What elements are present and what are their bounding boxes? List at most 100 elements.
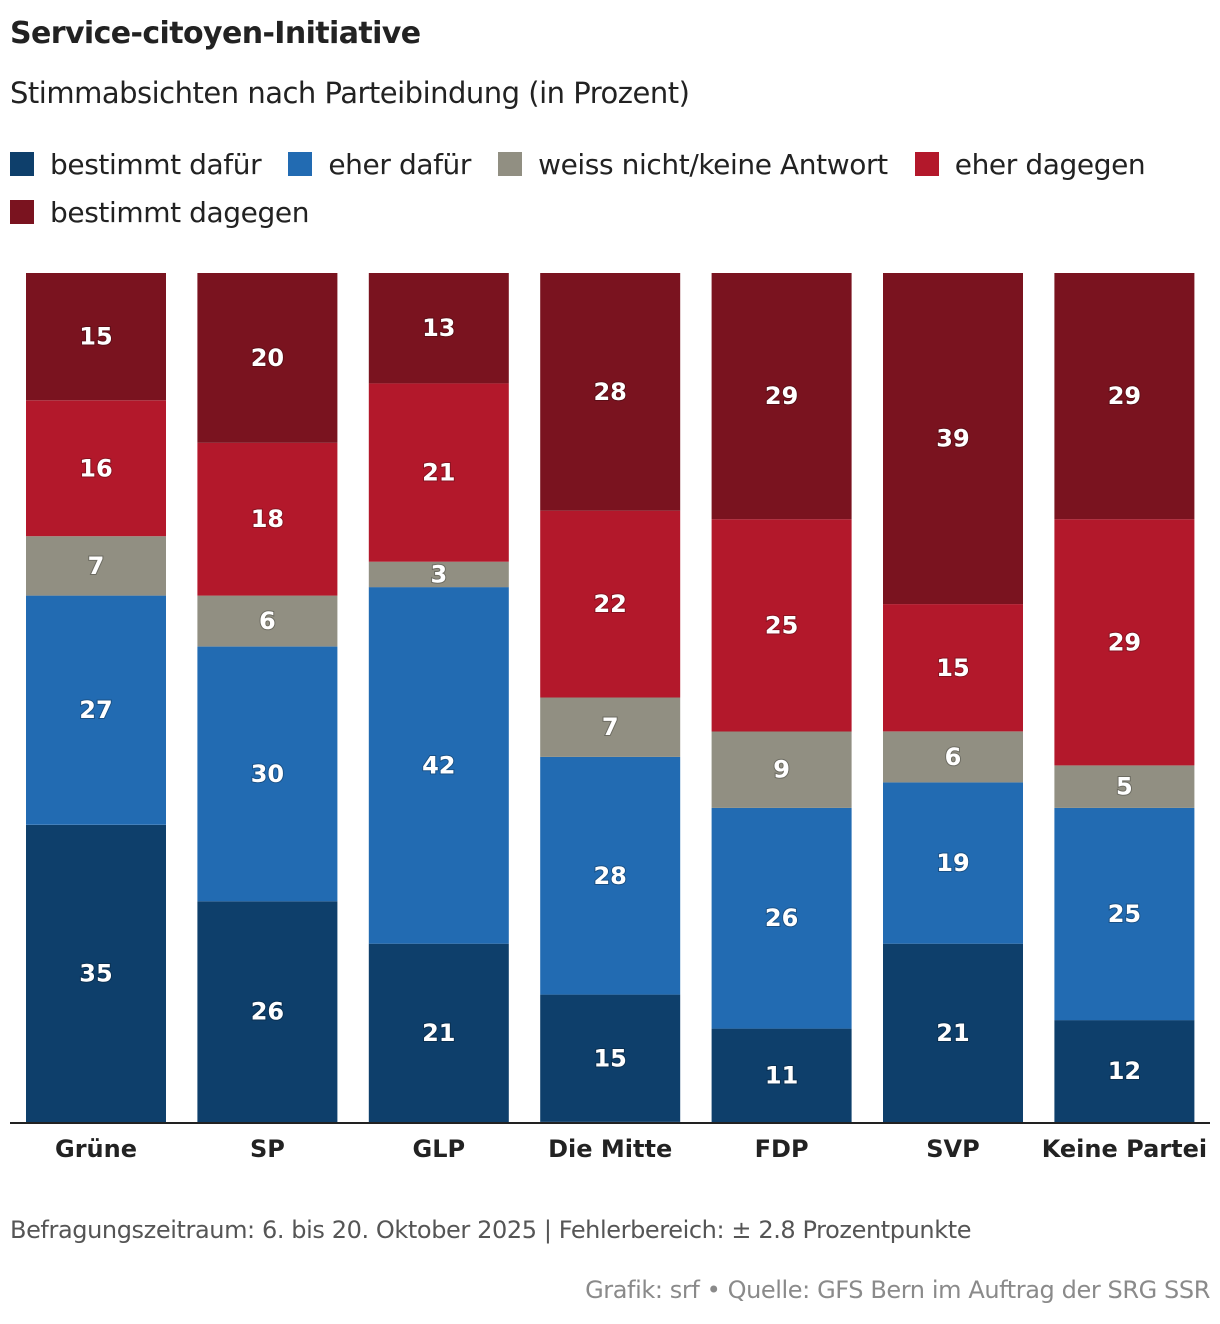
legend-item-eher-dagegen: eher dagegen — [914, 140, 1146, 188]
value-label-die-mitte-weiss-nicht-keine-antwort: 7 — [602, 713, 619, 741]
value-label-sp-bestimmt-daf-r: 26 — [251, 998, 284, 1026]
bar-segment-sp-eher-daf-r — [197, 646, 338, 902]
legend-swatch — [10, 200, 34, 224]
legend: bestimmt dafür eher dafür weiss nicht/ke… — [10, 140, 1210, 236]
legend-label: bestimmt dafür — [50, 147, 262, 181]
bar-segment-die-mitte-bestimmt-dagegen — [540, 273, 681, 511]
value-label-fdp-eher-dagegen: 25 — [765, 611, 798, 639]
value-label-glp-bestimmt-dagegen: 13 — [422, 314, 455, 342]
value-label-die-mitte-eher-daf-r: 28 — [593, 862, 626, 890]
bar-segment-gr-ne-eher-daf-r — [26, 595, 166, 825]
bar-segment-fdp-eher-daf-r — [711, 807, 852, 1029]
legend-label: eher dafür — [328, 147, 471, 181]
bar-segment-gr-ne-bestimmt-dagegen — [26, 273, 166, 401]
bar-segment-keine-partei-eher-dagegen — [1054, 519, 1195, 766]
value-label-fdp-eher-daf-r: 26 — [765, 904, 798, 932]
value-label-gr-ne-weiss-nicht-keine-antwort: 7 — [88, 552, 105, 580]
value-label-sp-eher-daf-r: 30 — [251, 760, 284, 788]
category-label-die-mitte: Die Mitte — [548, 1135, 672, 1163]
survey-note: Befragungszeitraum: 6. bis 20. Oktober 2… — [10, 1216, 972, 1244]
value-label-glp-eher-dagegen: 21 — [422, 459, 455, 487]
value-label-gr-ne-eher-daf-r: 27 — [79, 696, 112, 724]
bar-segment-fdp-eher-dagegen — [711, 519, 852, 732]
bar-segment-svp-eher-dagegen — [883, 604, 1023, 732]
value-label-sp-bestimmt-dagegen: 20 — [251, 344, 284, 372]
value-label-gr-ne-eher-dagegen: 16 — [79, 454, 112, 482]
bar-segment-glp-bestimmt-daf-r — [368, 943, 509, 1122]
bar-segment-sp-bestimmt-dagegen — [197, 273, 338, 443]
stacked-bar-chart: 35 27 7 16 15 26 30 6 18 20 21 42 3 21 13 15 28 7 22 28 11 26… — [10, 273, 1210, 1163]
category-label-keine-partei: Keine Partei — [1042, 1135, 1207, 1163]
value-label-die-mitte-bestimmt-dagegen: 28 — [593, 378, 626, 406]
value-label-glp-bestimmt-daf-r: 21 — [422, 1019, 455, 1047]
bar-segment-sp-eher-dagegen — [197, 442, 338, 596]
category-label-glp: GLP — [413, 1135, 466, 1163]
bar-segment-sp-weiss-nicht-keine-antwort — [197, 595, 338, 647]
legend-swatch — [914, 152, 939, 176]
legend-swatch — [498, 152, 523, 176]
bar-segment-svp-bestimmt-daf-r — [883, 943, 1023, 1122]
bar-segment-fdp-bestimmt-daf-r — [711, 1028, 852, 1122]
bar-segment-keine-partei-bestimmt-dagegen — [1054, 273, 1195, 520]
legend-item-eher-dafuer: eher dafür — [288, 140, 471, 188]
category-label-gr-ne: Grüne — [55, 1135, 137, 1163]
value-label-sp-eher-dagegen: 18 — [251, 505, 284, 533]
bar-segment-glp-eher-dagegen — [368, 383, 509, 562]
category-label-svp: SVP — [926, 1135, 979, 1163]
value-label-keine-partei-bestimmt-daf-r: 12 — [1108, 1057, 1141, 1085]
value-label-gr-ne-bestimmt-dagegen: 15 — [79, 323, 112, 351]
bar-segment-glp-eher-daf-r — [368, 587, 509, 944]
bar-segment-die-mitte-eher-dagegen — [540, 510, 681, 698]
value-label-gr-ne-bestimmt-daf-r: 35 — [79, 959, 112, 987]
legend-label: eher dagegen — [954, 147, 1146, 181]
value-label-svp-bestimmt-daf-r: 21 — [936, 1019, 969, 1047]
value-label-glp-eher-daf-r: 42 — [422, 751, 455, 779]
category-label-sp: SP — [250, 1135, 285, 1163]
legend-swatch — [10, 152, 34, 176]
value-label-fdp-weiss-nicht-keine-antwort: 9 — [773, 756, 790, 784]
bar-segment-keine-partei-weiss-nicht-keine-antwort — [1054, 765, 1195, 808]
value-label-sp-weiss-nicht-keine-antwort: 6 — [259, 607, 276, 635]
bar-segment-keine-partei-eher-daf-r — [1054, 807, 1195, 1021]
value-labels-group: 35 27 7 16 15 26 30 6 18 20 21 42 3 21 13 15 28 7 22 28 11 26… — [78, 313, 1142, 1090]
legend-swatch — [288, 152, 313, 176]
bar-segment-glp-weiss-nicht-keine-antwort — [368, 561, 509, 588]
bar-segment-die-mitte-bestimmt-daf-r — [540, 994, 681, 1122]
category-labels-group: Grüne SP GLP Die Mitte FDP SVP Keine Partei — [55, 1135, 1207, 1163]
legend-item-weiss-nicht: weiss nicht/keine Antwort — [498, 140, 888, 188]
value-label-keine-partei-eher-daf-r: 25 — [1108, 900, 1141, 928]
legend-label: weiss nicht/keine Antwort — [538, 147, 888, 181]
bar-segment-sp-bestimmt-daf-r — [197, 901, 338, 1122]
value-label-svp-bestimmt-dagegen: 39 — [936, 425, 969, 453]
value-label-keine-partei-eher-dagegen: 29 — [1108, 628, 1141, 656]
bars-group — [26, 273, 1195, 1122]
value-label-svp-eher-daf-r: 19 — [936, 849, 969, 877]
legend-label: bestimmt dagegen — [50, 195, 310, 229]
value-label-die-mitte-eher-dagegen: 22 — [593, 590, 626, 618]
value-label-fdp-bestimmt-daf-r: 11 — [765, 1061, 798, 1089]
bar-segment-fdp-bestimmt-dagegen — [711, 273, 852, 520]
bar-segment-svp-weiss-nicht-keine-antwort — [883, 731, 1023, 783]
chart-subtitle: Stimmabsichten nach Parteibindung (in Pr… — [10, 76, 690, 110]
bar-segment-fdp-weiss-nicht-keine-antwort — [711, 731, 852, 808]
bar-segment-gr-ne-eher-dagegen — [26, 400, 166, 537]
legend-item-bestimmt-dafuer: bestimmt dafür — [10, 140, 262, 188]
legend-item-bestimmt-dagegen: bestimmt dagegen — [10, 188, 309, 236]
value-label-svp-weiss-nicht-keine-antwort: 6 — [945, 743, 962, 771]
bar-segment-keine-partei-bestimmt-daf-r — [1054, 1020, 1195, 1122]
source-credit: Grafik: srf • Quelle: GFS Bern im Auftra… — [585, 1276, 1210, 1304]
bar-segment-gr-ne-weiss-nicht-keine-antwort — [26, 536, 166, 596]
bar-segment-gr-ne-bestimmt-daf-r — [26, 824, 166, 1122]
value-label-keine-partei-weiss-nicht-keine-antwort: 5 — [1116, 773, 1133, 801]
bar-segment-die-mitte-eher-daf-r — [540, 756, 681, 995]
value-label-die-mitte-bestimmt-daf-r: 15 — [593, 1044, 626, 1072]
value-label-svp-eher-dagegen: 15 — [936, 654, 969, 682]
value-label-fdp-bestimmt-dagegen: 29 — [765, 382, 798, 410]
value-label-glp-weiss-nicht-keine-antwort: 3 — [430, 560, 447, 588]
bar-segment-glp-bestimmt-dagegen — [368, 273, 509, 384]
bar-segment-svp-bestimmt-dagegen — [883, 273, 1023, 605]
category-label-fdp: FDP — [755, 1135, 809, 1163]
value-label-keine-partei-bestimmt-dagegen: 29 — [1108, 382, 1141, 410]
bar-segment-svp-eher-daf-r — [883, 782, 1023, 944]
chart-title: Service-citoyen-Initiative — [10, 16, 421, 51]
